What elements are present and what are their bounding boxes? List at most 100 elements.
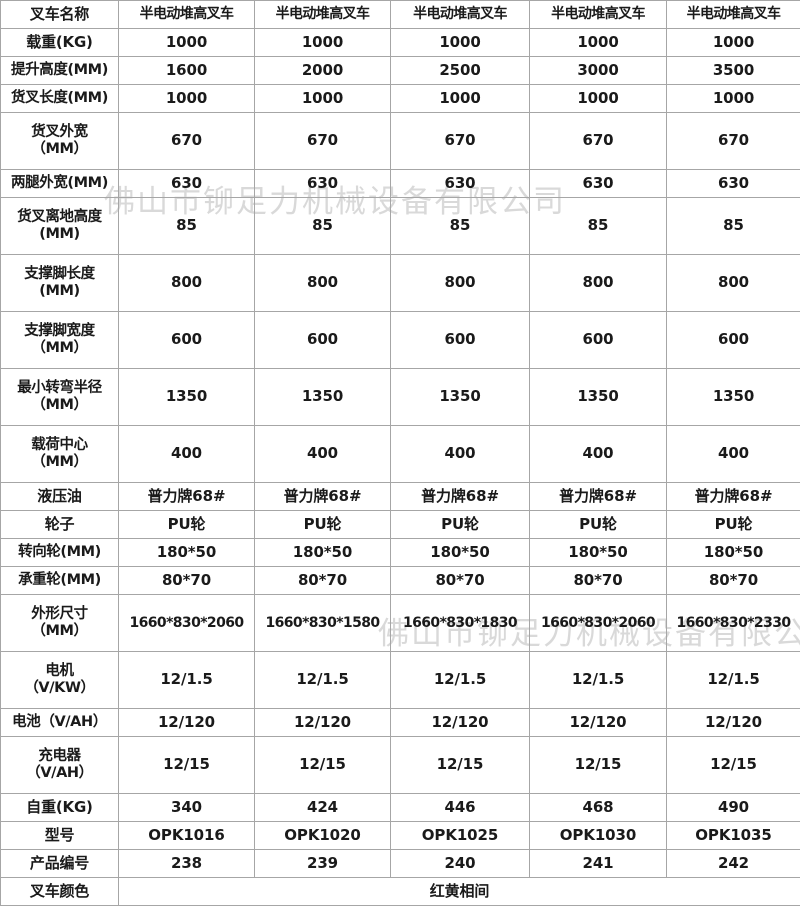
cell-r21-c1: 238 [119,850,255,878]
cell-r16-c3: 12/1.5 [391,652,530,709]
cell-r20-c1: OPK1016 [119,822,255,850]
cell-r17-c3: 12/120 [391,709,530,737]
table-footer-row: 叉车颜色红黄相间 [1,878,800,906]
cell-r5-c2: 630 [255,170,391,198]
cell-r15-c1: 1660*830*2060 [119,595,255,652]
cell-r4-c2: 670 [255,113,391,170]
cell-r7-c4: 800 [530,255,667,312]
cell-r8-c2: 600 [255,312,391,369]
specification-table-container: 佛山市铆足力机械设备有限公司 佛山市铆足力机械设备有限公司 叉车名称半电动堆高叉… [0,0,800,828]
cell-r7-c1: 800 [119,255,255,312]
cell-r10-c4: 400 [530,426,667,483]
cell-r2-c3: 2500 [391,57,530,85]
cell-r10-c5: 400 [667,426,800,483]
cell-r4-c4: 670 [530,113,667,170]
cell-r2-c4: 3000 [530,57,667,85]
row-label-cell: 轮子 [1,511,119,539]
cell-r5-c5: 630 [667,170,800,198]
cell-r5-c3: 630 [391,170,530,198]
cell-r9-c1: 1350 [119,369,255,426]
cell-r12-c4: PU轮 [530,511,667,539]
cell-r4-c5: 670 [667,113,800,170]
cell-r19-c2: 424 [255,794,391,822]
cell-r9-c2: 1350 [255,369,391,426]
cell-r9-c5: 1350 [667,369,800,426]
cell-r14-c3: 80*70 [391,567,530,595]
cell-r2-c5: 3500 [667,57,800,85]
cell-r5-c1: 630 [119,170,255,198]
cell-r8-c5: 600 [667,312,800,369]
cell-r13-c5: 180*50 [667,539,800,567]
cell-r12-c2: PU轮 [255,511,391,539]
cell-r12-c3: PU轮 [391,511,530,539]
cell-r8-c1: 600 [119,312,255,369]
cell-r2-c1: 1600 [119,57,255,85]
cell-r15-c4: 1660*830*2060 [530,595,667,652]
cell-r1-c1: 1000 [119,29,255,57]
cell-r14-c4: 80*70 [530,567,667,595]
cell-r6-c1: 85 [119,198,255,255]
cell-r6-c4: 85 [530,198,667,255]
cell-r3-c4: 1000 [530,85,667,113]
cell-r18-c4: 12/15 [530,737,667,794]
cell-r15-c5: 1660*830*2330 [667,595,800,652]
cell-r10-c2: 400 [255,426,391,483]
cell-r6-c3: 85 [391,198,530,255]
cell-r14-c5: 80*70 [667,567,800,595]
cell-r14-c1: 80*70 [119,567,255,595]
cell-r19-c3: 446 [391,794,530,822]
cell-r19-c5: 490 [667,794,800,822]
cell-r16-c5: 12/1.5 [667,652,800,709]
row-label-cell: 转向轮(MM) [1,539,119,567]
row-label-cell: 载重(KG) [1,29,119,57]
cell-r1-c4: 1000 [530,29,667,57]
cell-r19-c1: 340 [119,794,255,822]
cell-r9-c4: 1350 [530,369,667,426]
header-cell-2: 半电动堆高叉车 [255,1,391,29]
cell-r18-c5: 12/15 [667,737,800,794]
row-label-cell: 产品编号 [1,850,119,878]
table-row: 液压油普力牌68#普力牌68#普力牌68#普力牌68#普力牌68# [1,483,800,511]
table-header-row: 叉车名称半电动堆高叉车半电动堆高叉车半电动堆高叉车半电动堆高叉车半电动堆高叉车 [1,1,800,29]
cell-r18-c3: 12/15 [391,737,530,794]
cell-r18-c2: 12/15 [255,737,391,794]
cell-r14-c2: 80*70 [255,567,391,595]
cell-r3-c1: 1000 [119,85,255,113]
cell-r11-c4: 普力牌68# [530,483,667,511]
cell-r16-c2: 12/1.5 [255,652,391,709]
cell-r8-c4: 600 [530,312,667,369]
row-label-cell: 电机（V/KW） [1,652,119,709]
row-label-cell: 外形尺寸（MM） [1,595,119,652]
cell-r11-c2: 普力牌68# [255,483,391,511]
cell-r16-c4: 12/1.5 [530,652,667,709]
cell-r7-c2: 800 [255,255,391,312]
cell-r20-c2: OPK1020 [255,822,391,850]
cell-r9-c3: 1350 [391,369,530,426]
cell-r3-c2: 1000 [255,85,391,113]
cell-r11-c5: 普力牌68# [667,483,800,511]
cell-r20-c5: OPK1035 [667,822,800,850]
cell-r11-c1: 普力牌68# [119,483,255,511]
header-cell-1: 半电动堆高叉车 [119,1,255,29]
cell-r5-c4: 630 [530,170,667,198]
cell-r8-c3: 600 [391,312,530,369]
cell-r21-c3: 240 [391,850,530,878]
cell-r20-c3: OPK1025 [391,822,530,850]
